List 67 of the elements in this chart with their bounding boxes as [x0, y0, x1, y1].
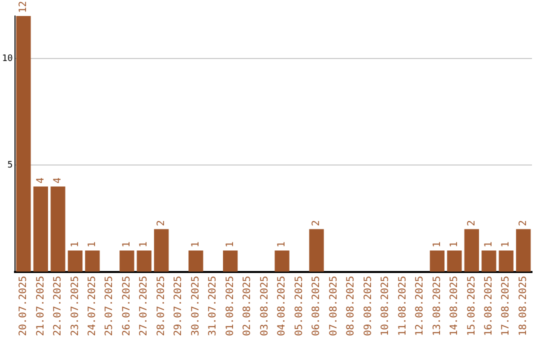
x-tick-label: 23.07.2025 [70, 276, 81, 336]
x-tick-label: 27.07.2025 [138, 276, 150, 336]
x-tick-label: 30.07.2025 [190, 276, 202, 336]
y-tick-label: 10 [2, 54, 13, 64]
bar [482, 250, 496, 272]
data-label: 12 [18, 0, 30, 13]
bar [33, 186, 48, 272]
x-tick-label: 18.08.2025 [518, 276, 529, 336]
x-tick-label: 06.08.2025 [311, 276, 322, 336]
bar [516, 229, 531, 272]
data-label: 1 [190, 241, 202, 248]
bar [50, 186, 66, 272]
x-tick-label: 10.08.2025 [380, 276, 392, 336]
bar [222, 250, 238, 272]
data-label: 1 [276, 241, 288, 248]
bar [430, 250, 445, 272]
data-label: 2 [466, 220, 478, 226]
bar [120, 250, 134, 272]
x-tick-label: 14.08.2025 [449, 276, 460, 336]
x-tick-label: 22.07.2025 [52, 276, 64, 336]
data-label: 1 [483, 241, 494, 248]
y-tick-label: 5 [7, 160, 13, 171]
x-tick-label: 21.07.2025 [35, 276, 46, 336]
x-tick-label: 03.08.2025 [259, 276, 270, 336]
data-label: 4 [35, 178, 46, 184]
x-tick-label: 04.08.2025 [276, 276, 288, 336]
data-label: 1 [138, 241, 150, 248]
x-tick-label: 20.07.2025 [18, 276, 30, 336]
x-tick-label: 29.07.2025 [173, 276, 184, 336]
data-label: 1 [87, 241, 98, 248]
x-tick-label: 25.07.2025 [104, 276, 116, 336]
x-tick-label: 08.08.2025 [346, 276, 357, 336]
bar [136, 250, 152, 272]
bar [274, 250, 290, 272]
data-label: 1 [224, 241, 236, 248]
x-tick-label: 26.07.2025 [121, 276, 132, 336]
x-tick-label: 31.07.2025 [208, 276, 219, 336]
bar [498, 250, 514, 272]
x-tick-label: 13.08.2025 [432, 276, 443, 336]
data-label: 2 [311, 220, 322, 226]
x-tick-label: 11.08.2025 [397, 276, 408, 336]
x-tick-label: 12.08.2025 [414, 276, 426, 336]
data-label: 1 [70, 241, 81, 248]
bar [464, 229, 479, 272]
bar [309, 229, 324, 272]
data-label: 1 [121, 241, 132, 248]
data-label: 4 [52, 178, 64, 184]
data-label: 2 [156, 220, 167, 226]
bar [154, 229, 169, 272]
x-tick-label: 28.07.2025 [156, 276, 167, 336]
x-tick-label: 02.08.2025 [242, 276, 254, 336]
data-label: 1 [432, 241, 443, 248]
data-label: 1 [500, 241, 512, 248]
bar [68, 250, 82, 272]
data-label: 1 [449, 241, 460, 248]
x-tick-label: 15.08.2025 [466, 276, 478, 336]
x-tick-label: 01.08.2025 [224, 276, 236, 336]
x-tick-label: 05.08.2025 [294, 276, 305, 336]
bar [85, 250, 100, 272]
x-tick-label: 17.08.2025 [500, 276, 512, 336]
x-tick-label: 09.08.2025 [362, 276, 374, 336]
bar [447, 250, 462, 272]
x-tick-label: 07.08.2025 [328, 276, 340, 336]
x-tick-label: 16.08.2025 [483, 276, 494, 336]
x-tick-label: 24.07.2025 [87, 276, 98, 336]
data-label: 2 [518, 220, 529, 226]
bar [188, 250, 204, 272]
